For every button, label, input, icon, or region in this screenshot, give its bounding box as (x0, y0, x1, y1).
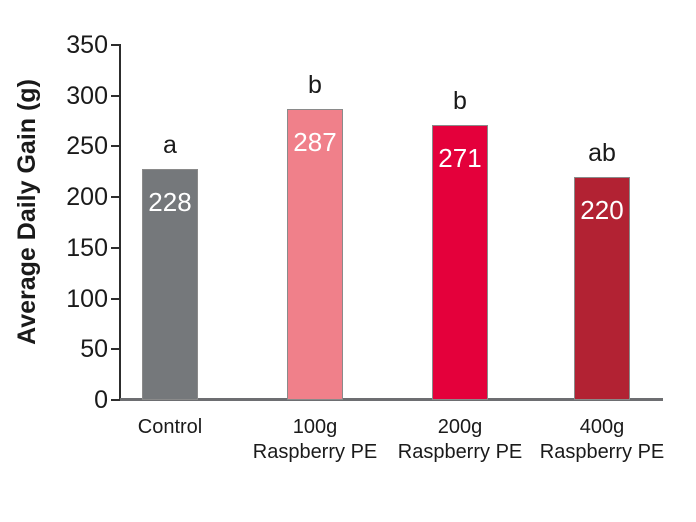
y-tick-label: 0 (94, 386, 108, 414)
bar-400g-raspberry-pe: 220 (574, 177, 630, 400)
x-axis-category-label: 200g Raspberry PE (397, 416, 523, 463)
bar-200g-raspberry-pe: 271 (432, 125, 488, 400)
x-axis-category-label: 100g Raspberry PE (252, 416, 378, 463)
y-tick-mark (111, 196, 119, 198)
significance-letter: b (308, 71, 322, 99)
x-axis-line (120, 398, 663, 401)
y-tick-mark (111, 247, 119, 249)
y-tick-mark (111, 348, 119, 350)
y-tick-mark (111, 298, 119, 300)
significance-letter: a (163, 131, 177, 159)
x-axis-category-label: 400g Raspberry PE (539, 416, 665, 463)
significance-letter: ab (588, 139, 616, 167)
bar-value-label: 271 (438, 143, 482, 173)
y-axis-line (119, 44, 121, 401)
y-tick-label: 350 (66, 31, 108, 59)
y-tick-label: 150 (66, 234, 108, 262)
bar-control: 228 (142, 169, 198, 400)
y-tick-label: 250 (66, 132, 108, 160)
y-tick-label: 50 (80, 335, 108, 363)
x-axis-category-label: Control (137, 416, 203, 438)
y-tick-mark (111, 145, 119, 147)
y-tick-label: 100 (66, 285, 108, 313)
bar-value-label: 228 (148, 187, 192, 217)
bar-value-label: 287 (293, 127, 337, 157)
y-tick-label: 200 (66, 183, 108, 211)
y-tick-mark (111, 95, 119, 97)
bar-100g-raspberry-pe: 287 (287, 109, 343, 400)
y-tick-mark (111, 399, 119, 401)
bar-value-label: 220 (580, 195, 624, 225)
y-tick-mark (111, 44, 119, 46)
significance-letter: b (453, 87, 467, 115)
y-tick-label: 300 (66, 82, 108, 110)
